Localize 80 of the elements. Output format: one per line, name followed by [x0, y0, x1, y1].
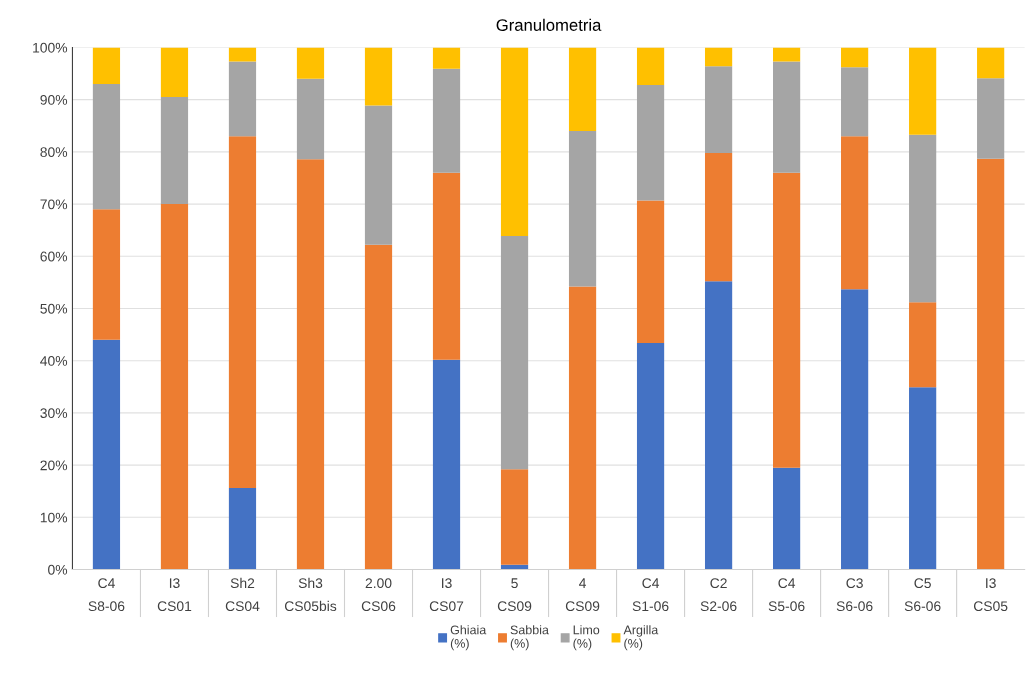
chart-title: Granulometria [496, 18, 602, 31]
y-tick-label: 20% [40, 460, 68, 471]
bar [636, 342, 665, 570]
y-tick-label: 100% [33, 42, 68, 53]
bar [773, 467, 801, 570]
x-tick-label: 4 CS09 [565, 578, 600, 612]
bar [160, 97, 189, 205]
bar [636, 85, 665, 201]
bar [841, 136, 869, 290]
bar [500, 235, 529, 470]
x-tick-label: I3 CS05 [973, 578, 1008, 612]
y-tick-label: 30% [40, 408, 68, 419]
bar [432, 47, 461, 69]
bar [841, 67, 869, 137]
bar [568, 130, 597, 287]
x-tick-label: Sh3 CS05bis [284, 577, 337, 612]
bar [704, 152, 733, 282]
bar [773, 61, 801, 173]
bar [432, 172, 461, 360]
y-tick-label: 40% [40, 356, 68, 366]
bar [773, 172, 801, 468]
bar [568, 47, 597, 131]
bar [841, 289, 869, 570]
y-tick-label: 10% [40, 512, 68, 523]
bar [228, 488, 257, 570]
x-tick-label: C4 S1-06 [632, 578, 669, 612]
x-tick-label: C3 S6-06 [836, 578, 873, 612]
bar [909, 47, 937, 135]
y-tick-label: 80% [40, 147, 68, 158]
bar [500, 469, 529, 565]
bar [228, 136, 257, 489]
y-tick-label: 90% [40, 95, 68, 105]
bar [296, 47, 325, 79]
bar [92, 209, 121, 340]
bar [228, 47, 257, 62]
y-tick-label: 60% [40, 251, 68, 262]
legend-label: Limo (%) [573, 625, 600, 651]
x-tick-label: C2 S2-06 [700, 578, 737, 612]
bar [160, 47, 189, 98]
bar [364, 105, 393, 245]
x-tick-label: 2.00 CS06 [361, 578, 396, 612]
bar [977, 158, 1005, 570]
bar [92, 84, 121, 210]
bar [636, 200, 665, 343]
bar [160, 204, 189, 570]
bar [704, 47, 733, 67]
y-tick-label: 0% [48, 564, 68, 575]
bar [909, 387, 937, 570]
bar [909, 302, 937, 388]
bar [568, 286, 597, 570]
bar [909, 134, 937, 303]
bar [636, 47, 665, 86]
legend-label: Sabbia (%) [510, 625, 549, 651]
x-tick-label: I3 CS01 [157, 578, 192, 612]
x-tick-label: I3 CS07 [429, 578, 464, 612]
bar [773, 47, 801, 62]
bar [364, 47, 393, 106]
bar [296, 78, 325, 160]
bar [228, 61, 257, 137]
bar [92, 339, 121, 570]
bar [704, 281, 733, 570]
bar [704, 66, 733, 153]
bar [432, 359, 461, 570]
y-tick-label: 70% [40, 199, 68, 210]
bar [841, 47, 869, 68]
x-tick-label: Sh2 CS04 [225, 577, 260, 612]
bar [296, 159, 325, 570]
bar [92, 47, 121, 84]
bar [364, 244, 393, 570]
legend-label: Ghiaia (%) [450, 625, 487, 651]
bar [432, 68, 461, 173]
legend-label: Argilla (%) [623, 625, 659, 651]
x-tick-label: C4 S5-06 [768, 578, 805, 612]
x-tick-label: C5 S6-06 [904, 578, 941, 612]
bar [977, 47, 1005, 79]
bar [500, 47, 529, 236]
x-tick-label: C4 S8-06 [88, 578, 125, 612]
y-tick-label: 50% [40, 303, 68, 314]
bar [977, 78, 1005, 159]
x-tick-label: 5 CS09 [497, 578, 532, 612]
